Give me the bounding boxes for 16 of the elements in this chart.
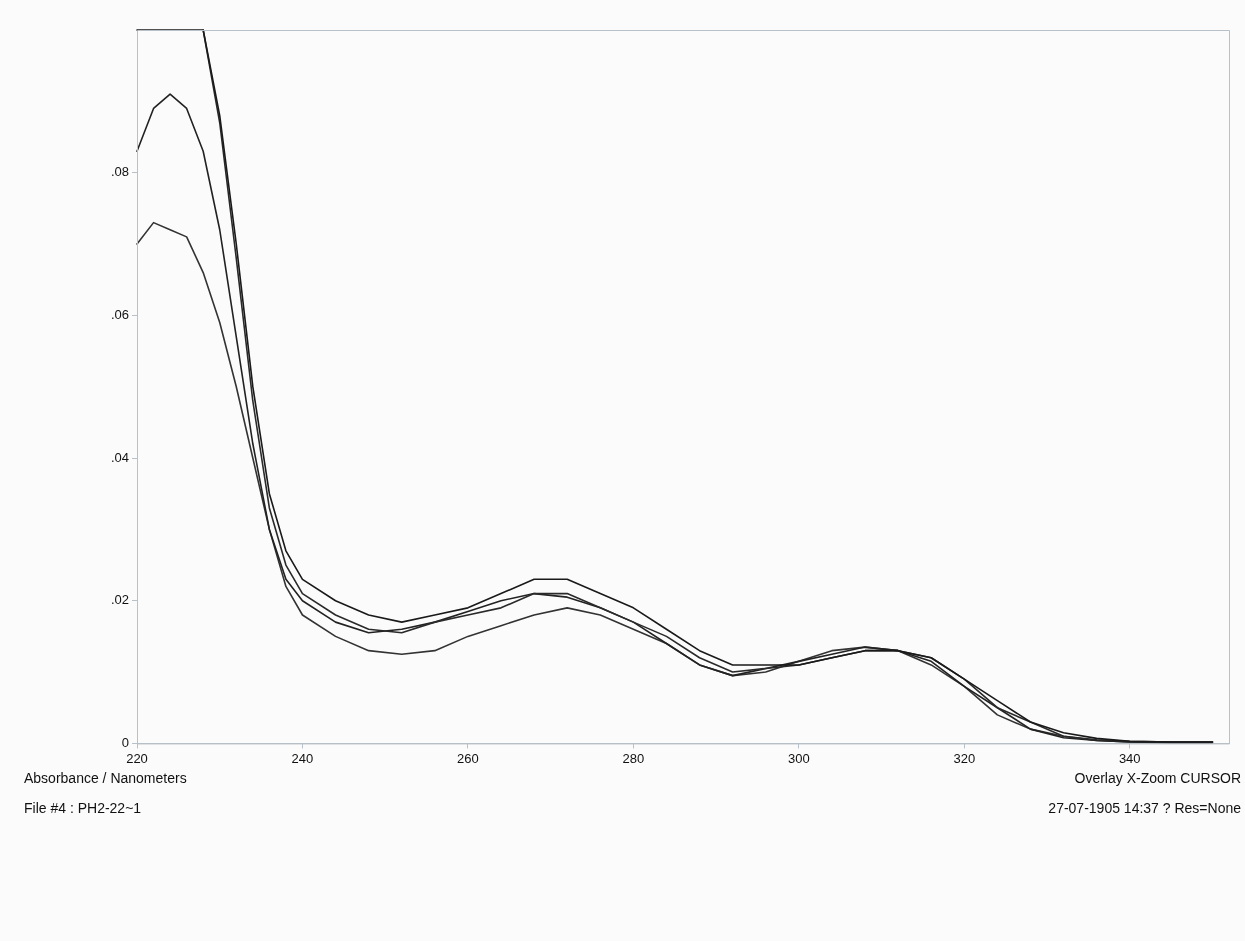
x-tick-label: 260 (457, 750, 479, 766)
text: Overlay X-Zoom CURSOR (1073, 770, 1242, 786)
x-tick-label: 280 (622, 750, 645, 766)
y-tick-label: 0 (121, 734, 129, 750)
text: 27-07-1905 14:37 ? Res=None (1047, 800, 1242, 816)
text: File #4 : PH2-22~1 (23, 800, 143, 816)
x-tick-label: 320 (953, 750, 976, 766)
x-tick-label: 220 (126, 750, 148, 766)
x-tick-label: 340 (1118, 750, 1141, 766)
y-tick-label: .08 (110, 164, 129, 180)
y-tick-label: .02 (110, 592, 129, 608)
text: Absorbance / Nanometers (23, 770, 188, 786)
y-tick-label: .04 (110, 449, 129, 465)
x-tick-label: 300 (787, 750, 810, 766)
x-tick-label: 240 (291, 750, 314, 766)
y-tick-label: .06 (110, 306, 129, 322)
